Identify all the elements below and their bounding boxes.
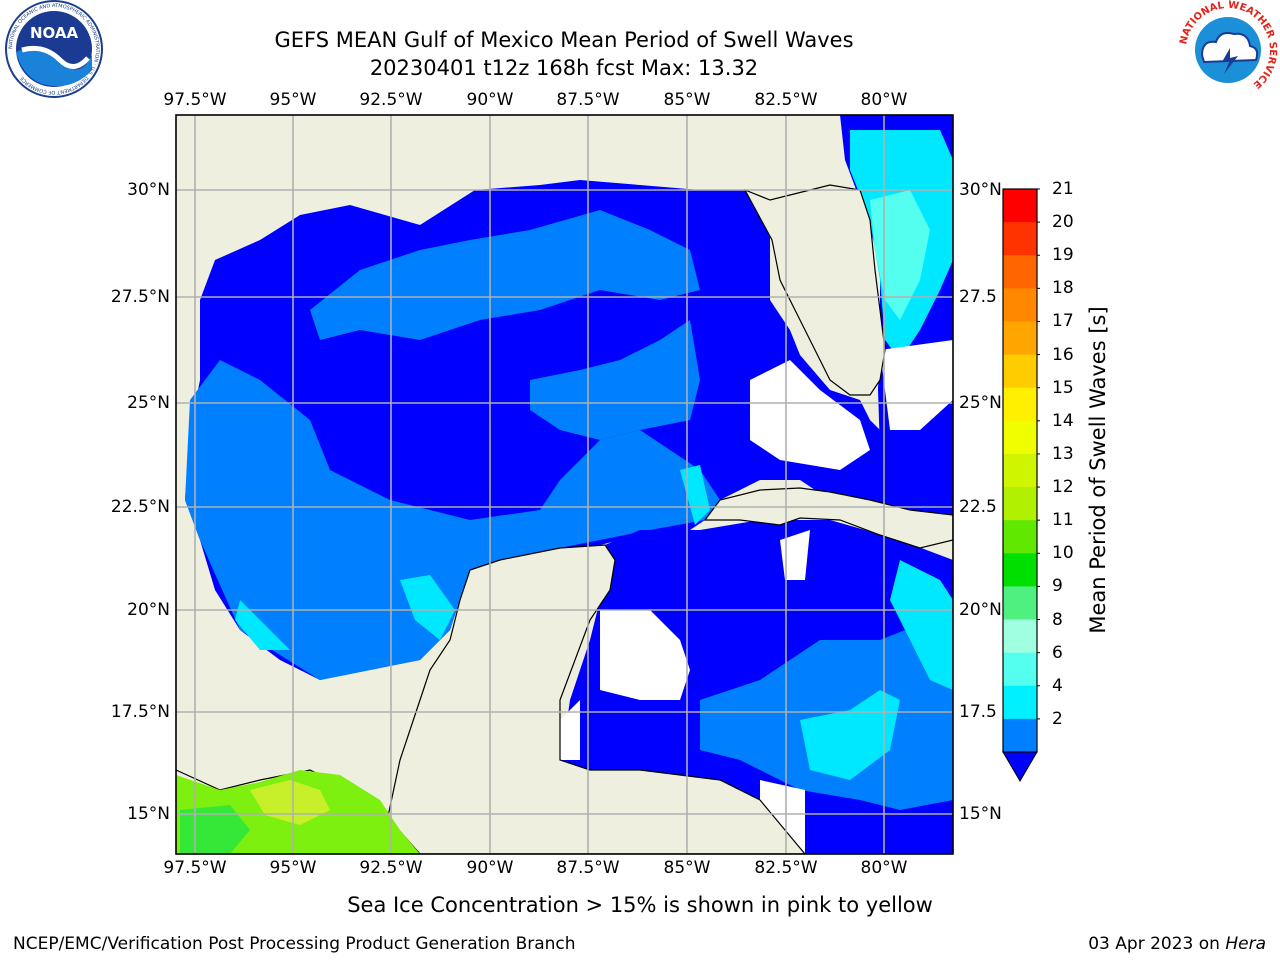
nodata-area [600, 610, 690, 700]
colorbar-tick-label: 15 [1052, 377, 1074, 398]
colorbar-tick-label: 10 [1052, 543, 1074, 564]
lat-tick-left: 17.5°N [110, 702, 170, 722]
colorbar-tick-label: 13 [1052, 443, 1074, 464]
gulf-patch [185, 360, 720, 680]
lon-tick-top: 90°W [466, 90, 514, 110]
colorbar-tick-label: 19 [1052, 245, 1074, 266]
colorbar-tick-label: 8 [1052, 609, 1063, 630]
lat-tick-left: 22.5°N [110, 497, 170, 517]
lon-tick-top: 95°W [269, 90, 317, 110]
colorbar-band [1003, 520, 1037, 554]
gulf-patch [530, 320, 700, 440]
colorbar-band [1003, 321, 1037, 356]
nws-logo: NATIONAL WEATHER SERVICE [1178, 0, 1278, 97]
colorbar-tick-label: 21 [1052, 179, 1074, 199]
gulf-patch [310, 210, 700, 340]
run-date: 03 Apr 2023 on Hera [1088, 934, 1266, 954]
colorbar-band [1003, 255, 1037, 289]
lon-tick-bottom: 90°W [466, 858, 514, 878]
lon-tick-bottom: 97.5°W [163, 858, 227, 878]
colorbar-band [1003, 354, 1037, 389]
map-gridlines [176, 115, 953, 854]
colorbar [1002, 188, 1040, 782]
colorbar-band [1003, 222, 1037, 256]
lat-tick-right: 30°N [959, 180, 1002, 200]
lat-tick-right: 17.5 [959, 702, 997, 722]
nodata-area [750, 360, 870, 470]
colorbar-tick-label: 4 [1052, 675, 1063, 696]
colorbar-tick-label: 2 [1052, 708, 1063, 729]
atlantic-patch [870, 190, 930, 320]
lat-tick-right: 22.5 [959, 497, 997, 517]
nodata-area [880, 340, 953, 430]
lat-tick-right: 15°N [959, 804, 1002, 824]
colorbar-band [1003, 487, 1037, 521]
colorbar-band [1003, 586, 1037, 621]
lon-tick-bottom: 92.5°W [359, 858, 423, 878]
colorbar-tick-label: 16 [1052, 344, 1074, 365]
map-frame [175, 114, 954, 855]
colorbar-tick-label: 11 [1052, 510, 1074, 531]
ice-note: Sea Ice Concentration > 15% is shown in … [347, 893, 933, 917]
colorbar-tick-label: 14 [1052, 410, 1074, 431]
colorbar-band [1003, 288, 1037, 322]
colorbar-tick-label: 6 [1052, 642, 1063, 663]
gulf-patch [235, 600, 290, 650]
colorbar-band [1003, 619, 1037, 654]
map-subtitle: 20230401 t12z 168h fcst Max: 13.32 [369, 56, 759, 80]
lat-tick-right: 27.5 [959, 287, 997, 307]
colorbar-tick-label: 18 [1052, 278, 1074, 299]
lon-tick-bottom: 80°W [860, 858, 908, 878]
colorbar-tick-label: 9 [1052, 576, 1063, 597]
lon-tick-bottom: 85°W [663, 858, 711, 878]
branch-credit: NCEP/EMC/Verification Post Processing Pr… [13, 934, 576, 954]
lon-tick-top: 85°W [663, 90, 711, 110]
colorbar-tick-label: 12 [1052, 477, 1074, 498]
machine-name: Hera [1225, 934, 1266, 954]
run-date-text: 03 Apr 2023 on [1088, 934, 1220, 954]
colorbar-band [1003, 718, 1037, 753]
noaa-logo-text: NOAA [30, 24, 79, 42]
colorbar-extend-arrow [1002, 751, 1038, 782]
lat-tick-left: 27.5°N [110, 287, 170, 307]
gulf-patch [400, 575, 455, 640]
lon-tick-top: 97.5°W [163, 90, 227, 110]
lon-tick-top: 92.5°W [359, 90, 423, 110]
lon-tick-bottom: 87.5°W [556, 858, 620, 878]
lat-tick-left: 30°N [127, 180, 170, 200]
lon-tick-top: 87.5°W [556, 90, 620, 110]
florida-landmass [743, 184, 886, 396]
lat-tick-left: 25°N [127, 393, 170, 413]
colorbar-frame [1002, 188, 1038, 753]
map-title: GEFS MEAN Gulf of Mexico Mean Period of … [274, 28, 854, 52]
colorbar-band [1003, 189, 1037, 223]
nodata-area [560, 700, 580, 760]
lon-tick-top: 80°W [860, 90, 908, 110]
lon-tick-top: 82.5°W [754, 90, 818, 110]
lat-tick-left: 15°N [127, 804, 170, 824]
colorbar-title: Mean Period of Swell Waves [s] [1086, 306, 1110, 634]
colorbar-tick-label: 20 [1052, 212, 1074, 233]
lat-tick-left: 20°N [127, 600, 170, 620]
colorbar-band [1003, 685, 1037, 720]
colorbar-band [1003, 553, 1037, 587]
lat-tick-right: 25°N [959, 393, 1002, 413]
nodata-area [780, 530, 810, 580]
cuba-landmass [703, 487, 953, 549]
lat-tick-right: 20°N [959, 600, 1002, 620]
colorbar-band [1003, 420, 1037, 455]
caribbean-patch [890, 560, 953, 690]
colorbar-tick-label: 17 [1052, 311, 1074, 332]
lon-tick-bottom: 95°W [269, 858, 317, 878]
colorbar-band [1003, 652, 1037, 687]
lon-tick-bottom: 82.5°W [754, 858, 818, 878]
pacific-swell-field [180, 805, 250, 854]
colorbar-band [1003, 387, 1037, 422]
colorbar-band [1003, 453, 1037, 488]
noaa-logo: NOAA NATIONAL OCEANIC AND ATMOSPHERIC AD… [5, 0, 103, 98]
